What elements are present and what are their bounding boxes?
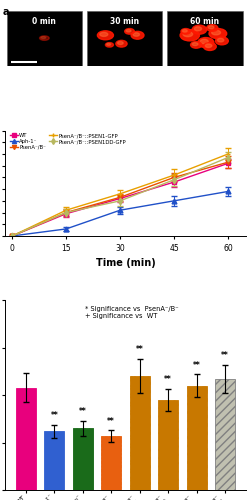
Ellipse shape (117, 42, 123, 44)
Bar (44, 431, 64, 490)
Ellipse shape (214, 37, 228, 45)
Text: * Significance vs  PsenA⁻/B⁻
+ Significance vs  WT: * Significance vs PsenA⁻/B⁻ + Significan… (84, 306, 178, 319)
Ellipse shape (204, 44, 211, 48)
Ellipse shape (197, 38, 213, 48)
Bar (16, 388, 36, 490)
Ellipse shape (106, 44, 110, 46)
Ellipse shape (211, 30, 220, 35)
Text: **: ** (192, 360, 200, 370)
Ellipse shape (97, 31, 113, 40)
Ellipse shape (208, 28, 226, 38)
Text: **: ** (107, 416, 115, 426)
FancyBboxPatch shape (86, 10, 162, 66)
Ellipse shape (200, 40, 207, 44)
FancyBboxPatch shape (6, 10, 82, 66)
Ellipse shape (194, 26, 201, 31)
Ellipse shape (180, 30, 199, 41)
Text: **: ** (220, 351, 228, 360)
Ellipse shape (208, 26, 213, 29)
FancyBboxPatch shape (166, 10, 242, 66)
Ellipse shape (206, 24, 217, 32)
Bar (186, 386, 206, 490)
Ellipse shape (40, 36, 49, 40)
Bar (214, 379, 234, 490)
Ellipse shape (202, 42, 215, 50)
Text: 0 min: 0 min (32, 16, 56, 26)
Ellipse shape (124, 28, 134, 34)
Ellipse shape (105, 42, 113, 47)
Ellipse shape (216, 38, 223, 42)
Ellipse shape (180, 28, 190, 34)
Text: **: ** (79, 407, 86, 416)
Ellipse shape (41, 36, 46, 38)
Ellipse shape (132, 32, 139, 36)
Ellipse shape (126, 30, 130, 32)
Bar (72, 428, 92, 490)
Ellipse shape (182, 32, 192, 36)
Bar (101, 436, 121, 490)
Text: **: ** (135, 346, 143, 354)
Text: a: a (2, 7, 9, 17)
Text: 30 min: 30 min (110, 16, 139, 26)
Text: **: ** (50, 411, 58, 420)
Ellipse shape (100, 32, 108, 36)
Legend: WT, Aph-1⁻, PsenA⁻/B⁻, PsenA⁻/B⁻::PSEN1-GFP, PsenA⁻/B⁻::PSEN1DD-GFP: WT, Aph-1⁻, PsenA⁻/B⁻, PsenA⁻/B⁻::PSEN1-… (8, 131, 128, 152)
Ellipse shape (116, 40, 126, 47)
Ellipse shape (182, 30, 186, 32)
Bar (129, 376, 149, 490)
Ellipse shape (190, 42, 201, 48)
X-axis label: Time (min): Time (min) (95, 258, 155, 268)
Bar (158, 400, 178, 490)
Ellipse shape (192, 42, 197, 45)
Text: **: ** (164, 375, 171, 384)
Ellipse shape (130, 32, 143, 39)
Ellipse shape (192, 25, 206, 34)
Text: 60 min: 60 min (190, 16, 219, 26)
